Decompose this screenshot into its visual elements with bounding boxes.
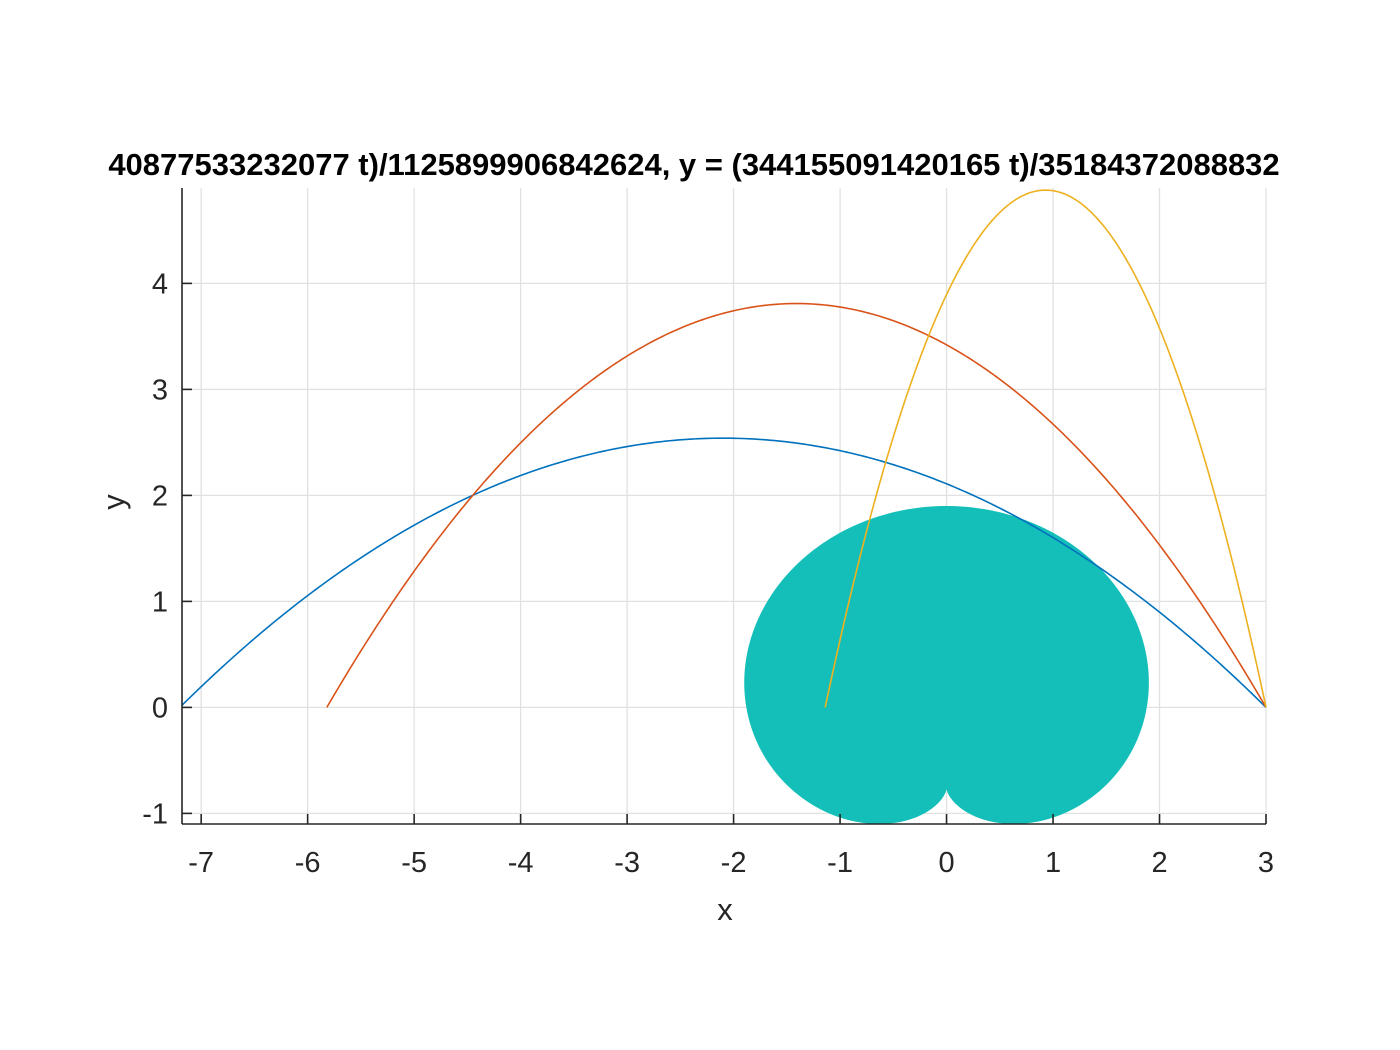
- series-line-2: [326, 302, 1267, 708]
- y-tick-label: 3: [152, 374, 168, 406]
- y-tick-label: 0: [152, 692, 168, 724]
- x-tick-label: 3: [1258, 847, 1274, 879]
- axes: [181, 188, 1267, 825]
- x-tick-label: -6: [295, 847, 321, 879]
- y-tick-label: 1: [152, 586, 168, 618]
- y-tick-label: 4: [152, 268, 168, 300]
- x-tick-label: 0: [938, 847, 954, 879]
- tick-labels: -7 -6 -5 -4 -3 -2 -1 0 1 2 3 -1 0 1 2 3 4: [142, 268, 1274, 879]
- x-tick-label: -1: [827, 847, 853, 879]
- series-line-1: [181, 437, 1267, 708]
- x-axis-label: x: [717, 892, 733, 927]
- y-axis-label: y: [96, 494, 131, 510]
- filled-heart-region: [744, 506, 1149, 824]
- x-tick-label: 2: [1151, 847, 1167, 879]
- x-tick-label: 1: [1045, 847, 1061, 879]
- x-tick-label: -5: [401, 847, 427, 879]
- y-tick-label: 2: [152, 480, 168, 512]
- series-line-3: [824, 189, 1267, 708]
- x-tick-label: -3: [614, 847, 640, 879]
- filled-region-layer: [744, 506, 1149, 824]
- y-tick-label: -1: [142, 798, 168, 830]
- x-tick-label: -7: [188, 847, 214, 879]
- series-layer: [181, 189, 1267, 708]
- x-tick-label: -2: [721, 847, 747, 879]
- chart-title: 40877533232077 t)/1125899906842624, y = …: [108, 147, 1279, 182]
- x-tick-label: -4: [508, 847, 534, 879]
